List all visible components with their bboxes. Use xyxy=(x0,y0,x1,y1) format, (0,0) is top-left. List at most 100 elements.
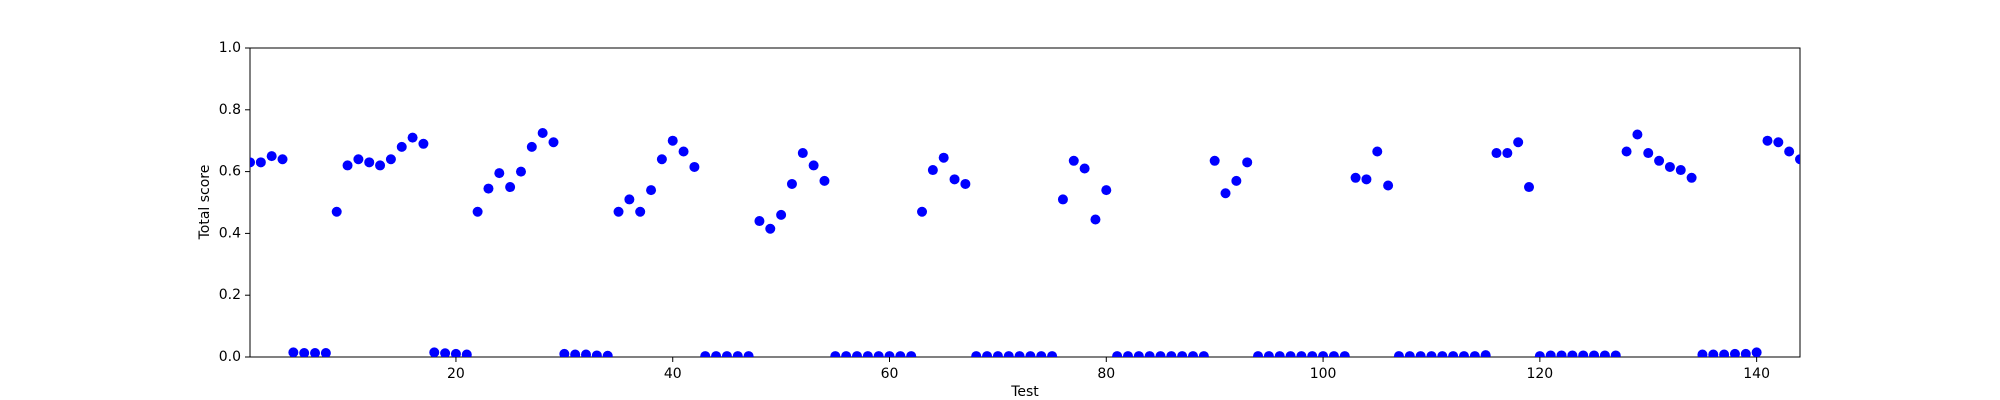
point xyxy=(1415,351,1426,357)
point xyxy=(754,216,765,227)
point xyxy=(732,351,743,357)
point xyxy=(1448,351,1459,357)
x-tick-label: 80 xyxy=(1097,366,1115,382)
point xyxy=(331,206,342,217)
point xyxy=(1188,351,1199,357)
point xyxy=(949,174,960,185)
point xyxy=(515,166,526,177)
points xyxy=(250,127,1800,357)
point xyxy=(830,351,841,357)
point xyxy=(819,175,830,186)
point xyxy=(1122,351,1133,357)
point xyxy=(873,351,884,357)
point xyxy=(602,350,613,357)
point xyxy=(711,351,722,357)
point xyxy=(310,347,321,357)
point xyxy=(1502,148,1513,159)
point xyxy=(299,347,310,357)
point xyxy=(1079,163,1090,174)
point xyxy=(1339,351,1350,357)
point xyxy=(678,146,689,157)
point xyxy=(385,154,396,165)
point xyxy=(1242,157,1253,168)
point xyxy=(1296,351,1307,357)
point xyxy=(591,350,602,357)
point xyxy=(1686,172,1697,183)
point xyxy=(765,223,776,234)
point xyxy=(1047,351,1058,357)
point xyxy=(1014,351,1025,357)
point xyxy=(1751,347,1762,357)
point xyxy=(960,178,971,189)
x-axis-label: Test xyxy=(1010,384,1039,400)
point xyxy=(721,351,732,357)
point xyxy=(559,348,570,357)
point xyxy=(1209,155,1220,166)
point xyxy=(1654,155,1665,166)
plot-frame xyxy=(249,47,1801,358)
point xyxy=(1762,135,1773,146)
point xyxy=(1708,349,1719,357)
point xyxy=(250,157,255,168)
point xyxy=(1253,351,1264,357)
x-tick-label: 20 xyxy=(447,366,465,382)
point xyxy=(526,141,537,152)
point xyxy=(700,351,711,357)
x-tick-label: 60 xyxy=(881,366,899,382)
point xyxy=(1166,351,1177,357)
y-tick-label: 0.4 xyxy=(219,225,241,241)
point xyxy=(472,206,483,217)
point xyxy=(1545,350,1556,357)
point xyxy=(667,135,678,146)
point xyxy=(1632,129,1643,140)
point xyxy=(1458,351,1469,357)
point xyxy=(982,351,993,357)
point xyxy=(1307,351,1318,357)
x-tick-label: 120 xyxy=(1526,366,1553,382)
point xyxy=(895,351,906,357)
point xyxy=(1372,146,1383,157)
point xyxy=(906,351,917,357)
point xyxy=(689,161,700,172)
point xyxy=(1057,194,1068,205)
point xyxy=(1610,350,1621,357)
point xyxy=(1231,175,1242,186)
point xyxy=(1318,351,1329,357)
point xyxy=(1524,182,1535,193)
point xyxy=(1220,188,1231,199)
point xyxy=(266,151,277,162)
point xyxy=(364,157,375,168)
point xyxy=(1404,351,1415,357)
point xyxy=(1480,350,1491,357)
point xyxy=(1426,351,1437,357)
x-tick-label: 40 xyxy=(664,366,682,382)
point xyxy=(1177,351,1188,357)
point xyxy=(1784,146,1795,157)
point xyxy=(1556,350,1567,357)
point xyxy=(288,347,299,357)
point xyxy=(1795,154,1800,165)
point xyxy=(917,206,928,217)
point xyxy=(1675,165,1686,176)
point xyxy=(992,351,1003,357)
point xyxy=(461,349,472,357)
point xyxy=(1643,148,1654,159)
point xyxy=(927,165,938,176)
point xyxy=(1198,351,1209,357)
point xyxy=(971,351,982,357)
point xyxy=(1361,174,1372,185)
point xyxy=(646,185,657,196)
point xyxy=(1155,351,1166,357)
point xyxy=(1621,146,1632,157)
point xyxy=(613,206,624,217)
point xyxy=(277,154,288,165)
point xyxy=(548,137,559,148)
point xyxy=(1740,348,1751,357)
point xyxy=(1578,350,1589,357)
point xyxy=(1599,350,1610,357)
point xyxy=(624,194,635,205)
point xyxy=(570,349,581,357)
y-axis-label: Total score xyxy=(197,165,213,241)
y-tick-label: 0.6 xyxy=(219,164,241,180)
